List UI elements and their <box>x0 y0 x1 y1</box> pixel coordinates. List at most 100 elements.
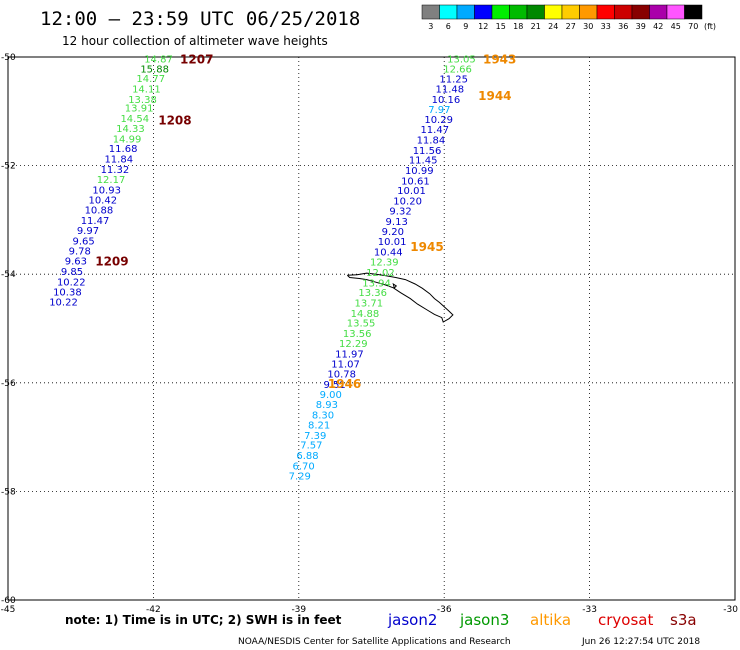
wave-height-value: 11.32 <box>101 165 130 176</box>
wave-height-value: 10.42 <box>88 195 117 206</box>
wave-height-value: 7.97 <box>428 105 450 116</box>
scale-label: 30 <box>583 22 593 31</box>
scale-unit: (ft) <box>704 22 716 31</box>
scale-label: 12 <box>478 22 488 31</box>
satellite-legend-item: s3a <box>670 611 697 629</box>
wave-height-value: 13.36 <box>358 288 387 299</box>
wave-height-value: 9.97 <box>77 226 99 237</box>
wave-height-value: 10.44 <box>374 247 403 258</box>
wave-height-value: 11.56 <box>413 146 442 157</box>
wave-height-value: 11.84 <box>104 155 133 166</box>
scale-swatch <box>561 4 580 20</box>
wave-height-value: 10.01 <box>378 237 407 248</box>
wave-height-value: 10.22 <box>57 277 86 288</box>
scale-swatch <box>666 4 685 20</box>
time-labels: 1207 1208 1209 1943 1944 1945 1946 <box>95 53 516 391</box>
wave-height-value: 14.33 <box>116 124 145 135</box>
map-subtitle: 12 hour collection of altimeter wave hei… <box>62 34 328 48</box>
lon-label: -42 <box>146 605 161 615</box>
time-label: 1207 <box>180 53 213 67</box>
scale-label: 18 <box>513 22 523 31</box>
wave-height-value: 9.85 <box>61 267 83 278</box>
time-label: 1943 <box>483 53 516 67</box>
scale-label: 45 <box>671 22 681 31</box>
scale-label: 39 <box>636 22 646 31</box>
wave-height-value: 11.47 <box>420 125 449 136</box>
wave-height-value: 14.11 <box>132 84 161 95</box>
scale-label: 27 <box>566 22 576 31</box>
wave-height-value: 13.94 <box>362 278 391 289</box>
lat-label: -58 <box>1 487 16 497</box>
satellite-legend-item: altika <box>530 611 571 629</box>
time-label: 1944 <box>478 89 511 103</box>
color-scale-legend: 3 6 9 12 15 18 21 24 27 30 33 36 39 42 45 70 (ft) <box>421 4 716 31</box>
scale-label: 9 <box>463 22 468 31</box>
wave-height-value: 6.88 <box>296 451 318 462</box>
scale-swatch <box>439 4 458 20</box>
footer-note: note: 1) Time is in UTC; 2) SWH is in fe… <box>65 613 342 627</box>
wave-height-value: 10.61 <box>401 176 430 187</box>
lat-label: -56 <box>1 379 16 389</box>
scale-label: 24 <box>548 22 558 31</box>
scale-label: 36 <box>618 22 628 31</box>
wave-height-value: 14.88 <box>351 309 380 320</box>
map-grid <box>7 56 736 601</box>
wave-height-value: 10.78 <box>327 370 356 381</box>
scale-label: 42 <box>653 22 663 31</box>
wave-height-value: 12.17 <box>97 175 126 186</box>
wave-height-value: 9.32 <box>389 207 411 218</box>
wave-height-value: 9.78 <box>69 246 91 257</box>
wave-height-value: 9.63 <box>65 257 87 268</box>
wave-height-value: 15.88 <box>140 64 169 75</box>
time-label: 1946 <box>328 377 361 391</box>
lon-label: -30 <box>723 605 738 615</box>
scale-swatch <box>684 4 703 20</box>
wave-height-value: 11.25 <box>439 75 468 86</box>
scale-swatch <box>649 4 668 20</box>
satellite-legend-item: jason2 <box>387 611 437 629</box>
time-label: 1209 <box>95 255 128 269</box>
south-georgia-coastline <box>346 272 454 323</box>
scale-label: 6 <box>446 22 451 31</box>
wave-height-value: 6.70 <box>292 461 314 472</box>
scale-swatch <box>544 4 563 20</box>
wave-height-value: 10.20 <box>393 196 422 207</box>
lon-label: -33 <box>582 605 597 615</box>
wave-height-value: 10.16 <box>432 95 461 106</box>
scale-label: 15 <box>496 22 506 31</box>
scale-swatch <box>614 4 633 20</box>
scale-label: 33 <box>601 22 611 31</box>
satellite-legend: jason2 jason3 altika cryosat s3a <box>387 611 697 629</box>
wave-height-value: 11.97 <box>335 349 364 360</box>
wave-height-value: 10.29 <box>424 115 453 126</box>
map-title: 12:00 – 23:59 UTC 06/25/2018 <box>40 8 360 30</box>
scale-label: 3 <box>428 22 433 31</box>
wave-height-value: 8.21 <box>308 421 330 432</box>
wave-height-value: 14.87 <box>144 55 173 66</box>
wave-height-value: 9.00 <box>320 390 342 401</box>
scale-swatch <box>509 4 528 20</box>
wave-height-value: 9.51 <box>324 380 346 391</box>
wave-height-value: 11.68 <box>109 144 138 155</box>
lat-label: -50 <box>1 53 16 63</box>
wave-height-value: 12.39 <box>370 258 399 269</box>
wave-height-value: 9.65 <box>72 237 94 248</box>
wave-height-value: 11.45 <box>409 156 438 167</box>
wave-height-value: 13.55 <box>347 319 376 330</box>
map-frame <box>7 56 736 601</box>
wave-height-value: 10.93 <box>92 185 121 196</box>
lon-label: -36 <box>437 605 452 615</box>
wave-height-value: 10.88 <box>85 206 114 217</box>
wave-height-value: 14.77 <box>136 74 165 85</box>
lat-label: -54 <box>1 270 16 280</box>
wave-height-value: 8.93 <box>316 400 338 411</box>
wave-height-value: 13.91 <box>125 103 154 114</box>
wave-height-value: 13.56 <box>343 329 372 340</box>
wave-height-value: 11.47 <box>81 216 110 227</box>
wave-height-value: 12.02 <box>366 268 395 279</box>
wave-height-value: 11.48 <box>435 84 464 95</box>
wave-height-value: 13.38 <box>128 95 157 106</box>
wave-height-value: 14.99 <box>113 134 142 145</box>
time-label: 1208 <box>158 113 191 127</box>
